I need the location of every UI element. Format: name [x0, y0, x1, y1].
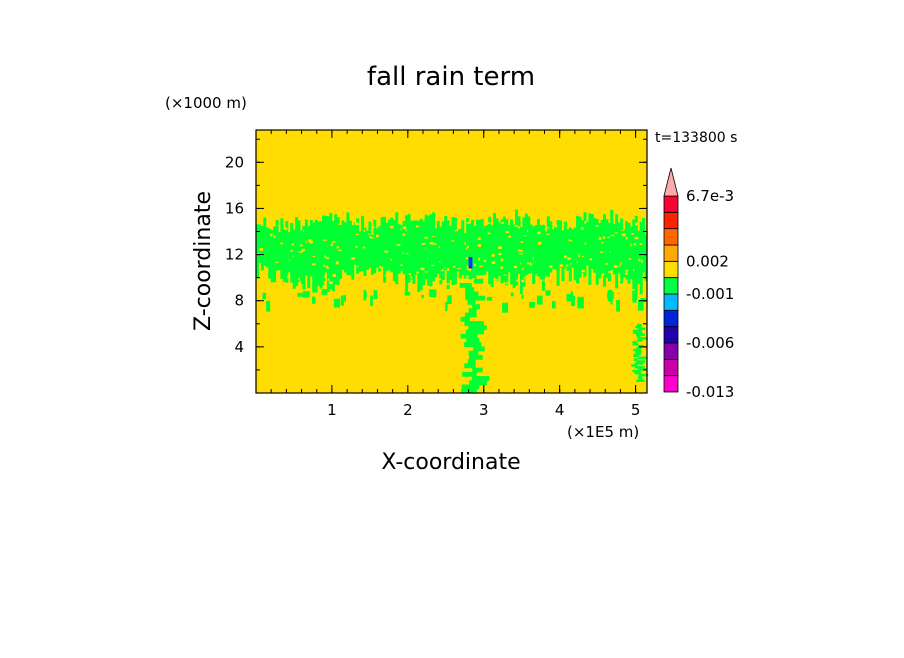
colorbar-tick-label: 0.002: [686, 252, 729, 270]
band-texture: [256, 221, 649, 285]
colorbar: -0.013 -0.006 -0.001 0.002 6.7e-3: [663, 167, 734, 401]
colorbar-box: [663, 260, 679, 278]
chart-title: fall rain term: [367, 62, 535, 92]
colorbar-box: [663, 293, 679, 311]
colorbar-tick-label: -0.013: [686, 383, 734, 401]
plot-frame: [255, 129, 648, 394]
y-unit-label: (×1000 m): [165, 94, 247, 112]
y-tick-label: 8: [234, 292, 244, 310]
time-label: t=133800 s: [655, 130, 737, 146]
colorbar-box: [663, 309, 679, 327]
colorbar-box: [663, 195, 679, 213]
colorbar-tick-label: -0.006: [686, 334, 734, 352]
colorbar-box: [663, 244, 679, 262]
y-tick-label: 12: [225, 246, 244, 264]
x-tick-label: 3: [479, 401, 489, 419]
colorbar-box: [663, 277, 679, 295]
x-tick-label: 4: [555, 401, 565, 419]
colorbar-tick-label: 6.7e-3: [686, 187, 734, 205]
y-axis-label: Z-coordinate: [191, 191, 216, 331]
y-tick-label: 20: [225, 153, 244, 171]
x-unit-label: (×1E5 m): [567, 423, 639, 441]
y-axis-ticks: 4 8 12 16 20: [225, 138, 647, 371]
feature-column: [631, 323, 649, 382]
y-tick-label: 4: [234, 338, 244, 356]
x-axis-label: X-coordinate: [381, 450, 520, 475]
plot-area: [255, 129, 649, 394]
x-tick-label: 5: [631, 401, 641, 419]
colorbar-tick-label: -0.001: [686, 285, 734, 303]
x-axis-ticks: 1 2 3 4 5: [270, 130, 641, 419]
feature-column: [459, 266, 490, 394]
colorbar-box: [663, 358, 679, 376]
y-tick-label: 16: [225, 199, 244, 217]
x-tick-label: 2: [403, 401, 413, 419]
colorbar-extend-arrow: [663, 167, 679, 197]
colorbar-box: [663, 342, 679, 360]
feature-band: [256, 209, 648, 313]
colorbar-box: [663, 375, 679, 393]
colorbar-box: [663, 228, 679, 246]
x-tick-label: 1: [327, 401, 337, 419]
feature-spot: [468, 256, 473, 269]
colorbar-box: [663, 211, 679, 230]
colorbar-box: [663, 326, 679, 344]
